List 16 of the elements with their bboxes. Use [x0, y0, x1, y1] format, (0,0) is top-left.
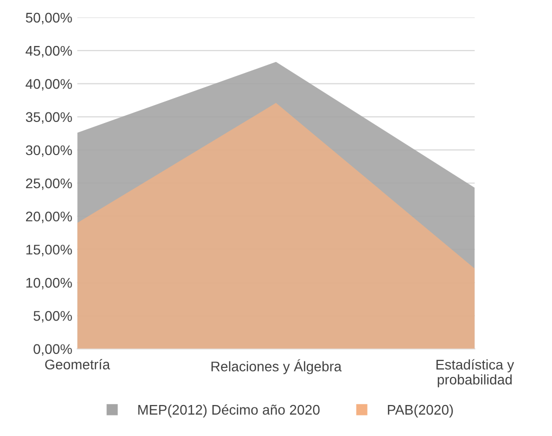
y-tick-label: 20,00%: [26, 212, 72, 224]
legend-label: PAB(2020): [388, 404, 453, 418]
y-tick-label: 25,00%: [26, 178, 72, 190]
y-tick-label: 15,00%: [26, 244, 72, 256]
legend-label: MEP(2012) Décimo año 2020: [138, 404, 320, 418]
y-tick-label: 30,00%: [26, 145, 72, 157]
y-tick-label: 35,00%: [26, 112, 72, 124]
y-tick-label: 45,00%: [26, 46, 72, 58]
y-tick-label: 0,00%: [34, 344, 72, 356]
y-tick-label: 5,00%: [34, 311, 72, 322]
x-tick-label: Geometría: [45, 359, 110, 370]
y-tick-label: 50,00%: [26, 12, 72, 24]
x-tick-label: Relaciones y Álgebra: [212, 359, 342, 374]
y-tick-label: 40,00%: [26, 79, 72, 91]
y-tick-label: 10,00%: [26, 278, 72, 290]
x-tick-label: Estadística y probabilidad: [436, 359, 514, 388]
